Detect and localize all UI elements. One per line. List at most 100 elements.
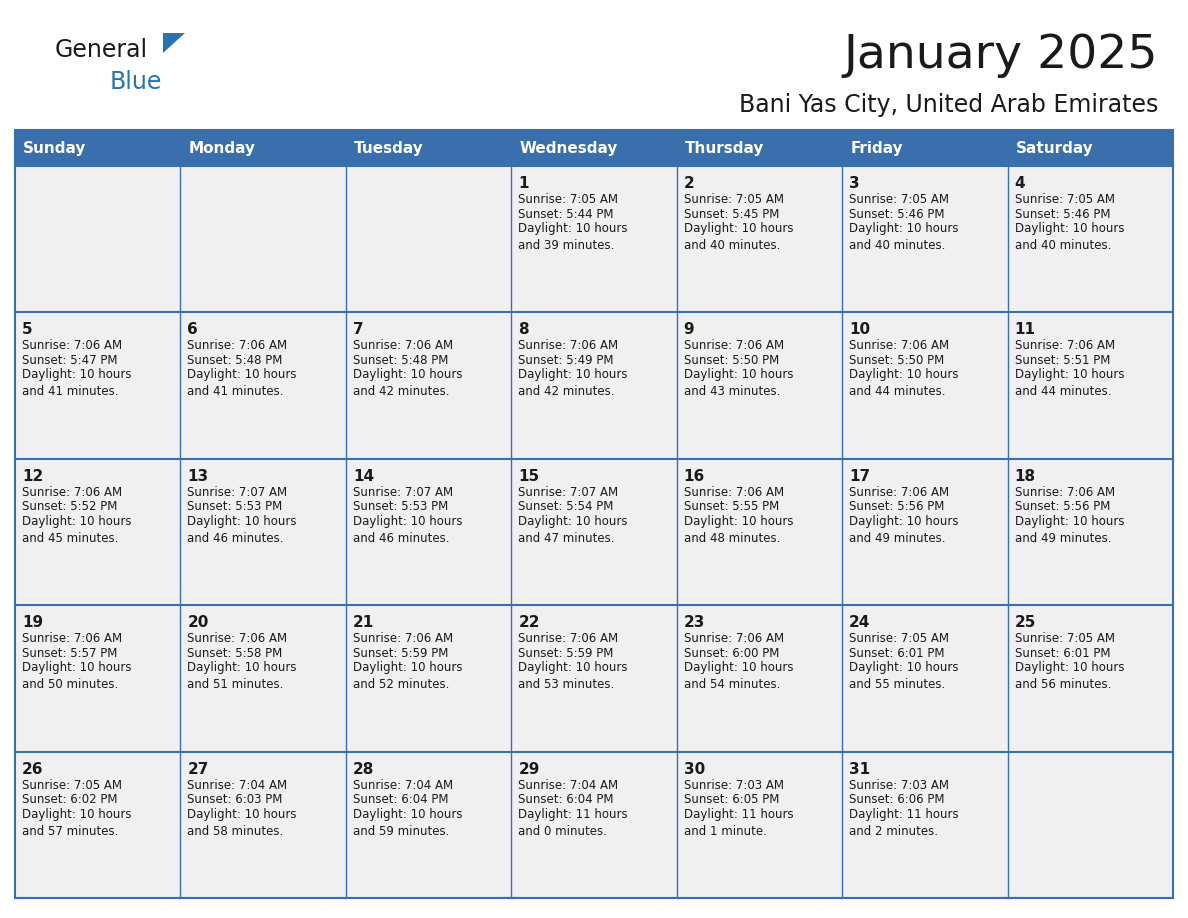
Text: Sunset: 5:44 PM: Sunset: 5:44 PM (518, 207, 614, 220)
Text: 18: 18 (1015, 469, 1036, 484)
Bar (842, 130, 1007, 166)
Text: Daylight: 11 hours
and 2 minutes.: Daylight: 11 hours and 2 minutes. (849, 808, 959, 837)
Text: Daylight: 10 hours
and 58 minutes.: Daylight: 10 hours and 58 minutes. (188, 808, 297, 837)
Text: Sunset: 5:54 PM: Sunset: 5:54 PM (518, 500, 614, 513)
Text: Sunset: 6:00 PM: Sunset: 6:00 PM (684, 646, 779, 660)
Text: Tuesday: Tuesday (354, 140, 424, 155)
Text: 14: 14 (353, 469, 374, 484)
Text: 22: 22 (518, 615, 539, 630)
Text: Daylight: 10 hours
and 54 minutes.: Daylight: 10 hours and 54 minutes. (684, 661, 794, 691)
Text: Sunset: 6:06 PM: Sunset: 6:06 PM (849, 793, 944, 806)
Text: Sunset: 5:46 PM: Sunset: 5:46 PM (1015, 207, 1110, 220)
Text: Sunrise: 7:06 AM: Sunrise: 7:06 AM (23, 633, 122, 645)
Text: Sunrise: 7:06 AM: Sunrise: 7:06 AM (1015, 340, 1114, 353)
Text: Daylight: 10 hours
and 39 minutes.: Daylight: 10 hours and 39 minutes. (518, 222, 627, 252)
Text: Daylight: 10 hours
and 46 minutes.: Daylight: 10 hours and 46 minutes. (353, 515, 462, 544)
Text: 4: 4 (1015, 176, 1025, 191)
Text: Sunset: 5:46 PM: Sunset: 5:46 PM (849, 207, 944, 220)
Text: Sunrise: 7:06 AM: Sunrise: 7:06 AM (518, 340, 619, 353)
Text: 3: 3 (849, 176, 860, 191)
Text: Daylight: 10 hours
and 41 minutes.: Daylight: 10 hours and 41 minutes. (188, 368, 297, 398)
Text: Sunset: 5:53 PM: Sunset: 5:53 PM (353, 500, 448, 513)
Text: Sunrise: 7:06 AM: Sunrise: 7:06 AM (1015, 486, 1114, 498)
Text: Friday: Friday (851, 140, 903, 155)
Text: 6: 6 (188, 322, 198, 338)
Text: Sunset: 5:58 PM: Sunset: 5:58 PM (188, 646, 283, 660)
Text: Daylight: 11 hours
and 0 minutes.: Daylight: 11 hours and 0 minutes. (518, 808, 628, 837)
Text: 24: 24 (849, 615, 871, 630)
Text: Sunrise: 7:06 AM: Sunrise: 7:06 AM (23, 486, 122, 498)
Text: Daylight: 10 hours
and 40 minutes.: Daylight: 10 hours and 40 minutes. (1015, 222, 1124, 252)
Text: 27: 27 (188, 762, 209, 777)
Text: Daylight: 10 hours
and 50 minutes.: Daylight: 10 hours and 50 minutes. (23, 661, 132, 691)
Text: January 2025: January 2025 (843, 32, 1158, 77)
Text: 19: 19 (23, 615, 43, 630)
Text: Blue: Blue (110, 70, 163, 94)
Polygon shape (163, 33, 185, 53)
Text: Sunrise: 7:05 AM: Sunrise: 7:05 AM (518, 193, 618, 206)
Text: Sunset: 6:04 PM: Sunset: 6:04 PM (353, 793, 448, 806)
Text: Sunset: 5:49 PM: Sunset: 5:49 PM (518, 354, 614, 367)
Text: Daylight: 10 hours
and 51 minutes.: Daylight: 10 hours and 51 minutes. (188, 661, 297, 691)
Text: Sunset: 5:47 PM: Sunset: 5:47 PM (23, 354, 118, 367)
Text: Daylight: 10 hours
and 44 minutes.: Daylight: 10 hours and 44 minutes. (849, 368, 959, 398)
Text: Sunset: 5:52 PM: Sunset: 5:52 PM (23, 500, 118, 513)
Text: Bani Yas City, United Arab Emirates: Bani Yas City, United Arab Emirates (739, 93, 1158, 117)
Text: Thursday: Thursday (684, 140, 764, 155)
Text: Daylight: 10 hours
and 47 minutes.: Daylight: 10 hours and 47 minutes. (518, 515, 627, 544)
Bar (346, 130, 511, 166)
Text: Sunset: 5:50 PM: Sunset: 5:50 PM (684, 354, 779, 367)
Bar (511, 130, 677, 166)
Text: Daylight: 10 hours
and 42 minutes.: Daylight: 10 hours and 42 minutes. (518, 368, 627, 398)
Text: Daylight: 10 hours
and 40 minutes.: Daylight: 10 hours and 40 minutes. (684, 222, 794, 252)
Text: Sunrise: 7:06 AM: Sunrise: 7:06 AM (684, 340, 784, 353)
Text: Sunset: 5:48 PM: Sunset: 5:48 PM (188, 354, 283, 367)
Text: Sunrise: 7:03 AM: Sunrise: 7:03 AM (849, 778, 949, 791)
Text: Daylight: 10 hours
and 42 minutes.: Daylight: 10 hours and 42 minutes. (353, 368, 462, 398)
Text: Sunrise: 7:06 AM: Sunrise: 7:06 AM (849, 340, 949, 353)
Text: 20: 20 (188, 615, 209, 630)
Text: 23: 23 (684, 615, 706, 630)
Text: 7: 7 (353, 322, 364, 338)
Text: Sunrise: 7:05 AM: Sunrise: 7:05 AM (1015, 193, 1114, 206)
Text: Sunset: 6:01 PM: Sunset: 6:01 PM (1015, 646, 1110, 660)
Text: Sunset: 5:59 PM: Sunset: 5:59 PM (518, 646, 614, 660)
Text: General: General (55, 38, 148, 62)
Text: Daylight: 10 hours
and 40 minutes.: Daylight: 10 hours and 40 minutes. (849, 222, 959, 252)
Text: Sunrise: 7:05 AM: Sunrise: 7:05 AM (849, 193, 949, 206)
Text: Sunrise: 7:05 AM: Sunrise: 7:05 AM (849, 633, 949, 645)
Text: Sunrise: 7:04 AM: Sunrise: 7:04 AM (188, 778, 287, 791)
Text: Sunset: 5:57 PM: Sunset: 5:57 PM (23, 646, 118, 660)
Bar (181, 130, 346, 166)
Text: Sunrise: 7:05 AM: Sunrise: 7:05 AM (1015, 633, 1114, 645)
Text: Saturday: Saturday (1016, 140, 1093, 155)
Text: Sunset: 5:55 PM: Sunset: 5:55 PM (684, 500, 779, 513)
Text: Sunrise: 7:06 AM: Sunrise: 7:06 AM (518, 633, 619, 645)
Text: Monday: Monday (189, 140, 255, 155)
Text: 9: 9 (684, 322, 694, 338)
Text: Sunset: 6:04 PM: Sunset: 6:04 PM (518, 793, 614, 806)
Text: 28: 28 (353, 762, 374, 777)
Bar (15, 130, 1173, 898)
Text: Daylight: 10 hours
and 44 minutes.: Daylight: 10 hours and 44 minutes. (1015, 368, 1124, 398)
Text: 5: 5 (23, 322, 32, 338)
Text: Daylight: 10 hours
and 45 minutes.: Daylight: 10 hours and 45 minutes. (23, 515, 132, 544)
Text: Sunrise: 7:06 AM: Sunrise: 7:06 AM (684, 486, 784, 498)
Text: 15: 15 (518, 469, 539, 484)
Text: Sunset: 6:05 PM: Sunset: 6:05 PM (684, 793, 779, 806)
Text: Sunset: 5:45 PM: Sunset: 5:45 PM (684, 207, 779, 220)
Text: Sunrise: 7:03 AM: Sunrise: 7:03 AM (684, 778, 784, 791)
Text: 12: 12 (23, 469, 43, 484)
Text: Sunrise: 7:06 AM: Sunrise: 7:06 AM (353, 340, 453, 353)
Text: 16: 16 (684, 469, 704, 484)
Text: Daylight: 10 hours
and 48 minutes.: Daylight: 10 hours and 48 minutes. (684, 515, 794, 544)
Text: 10: 10 (849, 322, 871, 338)
Text: Daylight: 10 hours
and 57 minutes.: Daylight: 10 hours and 57 minutes. (23, 808, 132, 837)
Text: Sunset: 6:03 PM: Sunset: 6:03 PM (188, 793, 283, 806)
Text: Sunrise: 7:06 AM: Sunrise: 7:06 AM (23, 340, 122, 353)
Text: Sunrise: 7:06 AM: Sunrise: 7:06 AM (684, 633, 784, 645)
Text: 29: 29 (518, 762, 539, 777)
Text: Sunrise: 7:05 AM: Sunrise: 7:05 AM (23, 778, 122, 791)
Text: Daylight: 11 hours
and 1 minute.: Daylight: 11 hours and 1 minute. (684, 808, 794, 837)
Bar (15, 130, 181, 166)
